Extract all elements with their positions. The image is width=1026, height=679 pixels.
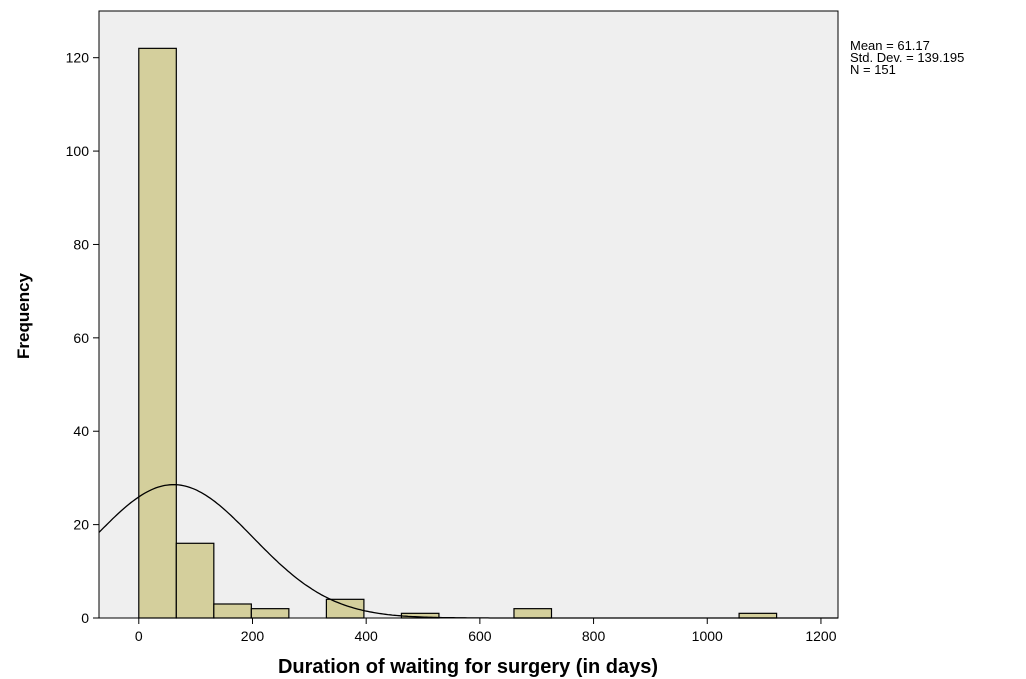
x-axis: 0 200 400 600 800 1000 1200 xyxy=(135,618,837,644)
histogram-bar-2 xyxy=(175,542,215,619)
y-tick-label: 40 xyxy=(73,423,89,439)
x-tick-label: 400 xyxy=(354,628,378,644)
y-tick-label: 0 xyxy=(81,610,89,626)
x-tick-label: 1200 xyxy=(805,628,836,644)
stats-mean: Mean = 61.17 xyxy=(850,38,930,53)
plot-area xyxy=(98,10,839,619)
histogram-bar-7 xyxy=(513,608,553,619)
x-tick-label: 200 xyxy=(241,628,265,644)
x-tick-label: 800 xyxy=(582,628,606,644)
x-tick-label: 0 xyxy=(135,628,143,644)
y-tick-label: 80 xyxy=(73,236,89,252)
histogram-bar-1 xyxy=(138,47,177,619)
histogram-bar-5 xyxy=(325,598,365,619)
y-tick-label: 20 xyxy=(73,517,89,533)
normal-curve xyxy=(98,483,838,619)
y-axis-title: Frequency xyxy=(14,272,33,359)
y-tick-label: 60 xyxy=(73,330,89,346)
stats-std-dev: Std. Dev. = 139.195 xyxy=(850,50,965,65)
y-axis: 0 20 40 60 80 100 120 xyxy=(66,50,99,626)
y-tick-label: 100 xyxy=(66,143,90,159)
histogram-bar-4 xyxy=(250,608,290,619)
y-tick-label: 120 xyxy=(66,50,90,66)
x-tick-label: 1000 xyxy=(692,628,723,644)
stats-n: N = 151 xyxy=(850,62,896,77)
histogram-bar-8 xyxy=(738,612,778,619)
bars-group xyxy=(138,47,778,619)
x-axis-title: Duration of waiting for surgery (in days… xyxy=(278,656,658,678)
histogram-bar-3 xyxy=(213,603,252,619)
x-tick-label: 600 xyxy=(468,628,492,644)
